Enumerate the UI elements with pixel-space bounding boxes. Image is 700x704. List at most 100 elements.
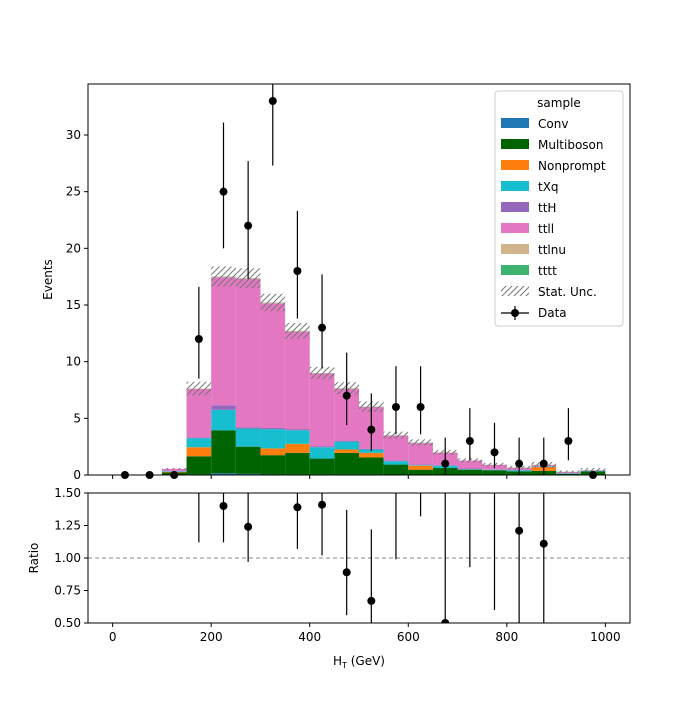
bar-multiboson <box>260 455 285 474</box>
bar-tth <box>384 461 409 462</box>
stat-unc-band <box>408 439 433 445</box>
x-tick-label: 400 <box>298 630 321 644</box>
legend-label: ttlnu <box>538 243 566 257</box>
bar-txq <box>260 429 285 448</box>
legend-swatch-tttt <box>501 265 529 275</box>
bar-ttll <box>211 277 236 405</box>
ratio-y-tick-label: 0.75 <box>54 584 81 598</box>
bar-multiboson <box>285 453 310 475</box>
bar-tth <box>458 469 483 470</box>
data-point <box>244 222 252 230</box>
legend-swatch-tth <box>501 202 529 212</box>
y-tick-label: 0 <box>73 468 81 482</box>
legend-swatch-ttll <box>501 223 529 233</box>
legend-swatch-txq <box>501 181 529 191</box>
ratio-y-tick-label: 0.50 <box>54 616 81 630</box>
data-point <box>417 403 425 411</box>
x-tick-label: 1000 <box>590 630 621 644</box>
data-point <box>343 392 351 400</box>
y-tick-label: 15 <box>66 298 81 312</box>
stat-unc-band <box>187 382 212 396</box>
ratio-point <box>540 540 548 548</box>
ratio-point <box>515 527 523 535</box>
y-tick-label: 25 <box>66 185 81 199</box>
bar-ttll <box>310 374 335 447</box>
legend-label: Data <box>538 306 567 320</box>
ratio-point <box>244 523 252 531</box>
legend-label: Nonprompt <box>538 159 606 173</box>
bar-ttll <box>408 443 433 465</box>
data-point <box>392 403 400 411</box>
bar-multiboson <box>359 457 384 474</box>
legend-swatch-ttlnu <box>501 244 529 254</box>
ratio-y-tick-label: 1.25 <box>54 519 81 533</box>
bar-multiboson <box>458 470 483 475</box>
data-point <box>220 188 228 196</box>
bar-tth <box>260 428 285 429</box>
ratio-panel-frame <box>88 493 630 623</box>
ratio-point <box>343 568 351 576</box>
ratio-y-axis-label: Ratio <box>27 543 41 574</box>
x-tick-label: 200 <box>200 630 223 644</box>
y-tick-label: 30 <box>66 128 81 142</box>
stat-unc-band <box>285 323 310 339</box>
bar-tth <box>408 465 433 466</box>
bar-txq <box>310 447 335 458</box>
stat-unc-band <box>211 267 236 287</box>
y-tick-label: 20 <box>66 241 81 255</box>
bar-multiboson <box>211 430 236 473</box>
bar-multiboson <box>408 470 433 475</box>
data-point <box>367 426 375 434</box>
bar-txq <box>408 465 433 466</box>
ratio-point <box>367 597 375 605</box>
bar-tth <box>236 427 261 428</box>
bar-nonprompt <box>260 448 285 455</box>
legend-label: Conv <box>538 117 568 131</box>
bar-ttll <box>285 332 310 429</box>
stat-unc-band <box>162 468 187 470</box>
ratio-point <box>392 476 400 484</box>
data-point <box>515 460 523 468</box>
data-point <box>564 437 572 445</box>
bar-tth <box>310 446 335 447</box>
ratio-y-tick-label: 1.00 <box>54 551 81 565</box>
data-point <box>540 460 548 468</box>
x-tick-label: 800 <box>495 630 518 644</box>
bar-ttll <box>384 436 409 461</box>
bar-multiboson <box>334 453 359 475</box>
bar-nonprompt <box>187 447 212 456</box>
stat-unc-band <box>556 471 581 473</box>
bar-ttll <box>260 303 285 428</box>
bar-tth <box>187 438 212 439</box>
legend-label: tXq <box>538 180 559 194</box>
bar-nonprompt <box>359 453 384 458</box>
legend-label: ttll <box>538 222 554 236</box>
bar-txq <box>458 469 483 470</box>
y-axis-label: Events <box>41 259 55 300</box>
data-point <box>491 448 499 456</box>
bar-txq <box>556 473 581 474</box>
data-point <box>195 335 203 343</box>
stat-unc-band <box>260 294 285 311</box>
legend-title: sample <box>537 96 581 110</box>
bar-txq <box>285 430 310 444</box>
bar-multiboson <box>236 447 261 474</box>
bar-multiboson <box>187 456 212 474</box>
bar-ttll <box>187 389 212 438</box>
bar-txq <box>482 470 507 471</box>
bar-nonprompt <box>285 444 310 453</box>
bar-multiboson <box>384 465 409 475</box>
legend-swatch-nonprompt <box>501 160 529 170</box>
stat-unc-band <box>310 367 335 379</box>
bar-txq <box>384 461 409 464</box>
ratio-point <box>318 501 326 509</box>
ratio-point <box>293 503 301 511</box>
bar-ttll <box>236 279 261 427</box>
bar-multiboson <box>482 470 507 475</box>
bar-multiboson <box>310 459 335 475</box>
ratio-point <box>195 483 203 491</box>
legend-label: tttt <box>538 264 557 278</box>
legend: sampleConvMultibosonNonprompttXqttHttllt… <box>495 91 623 326</box>
